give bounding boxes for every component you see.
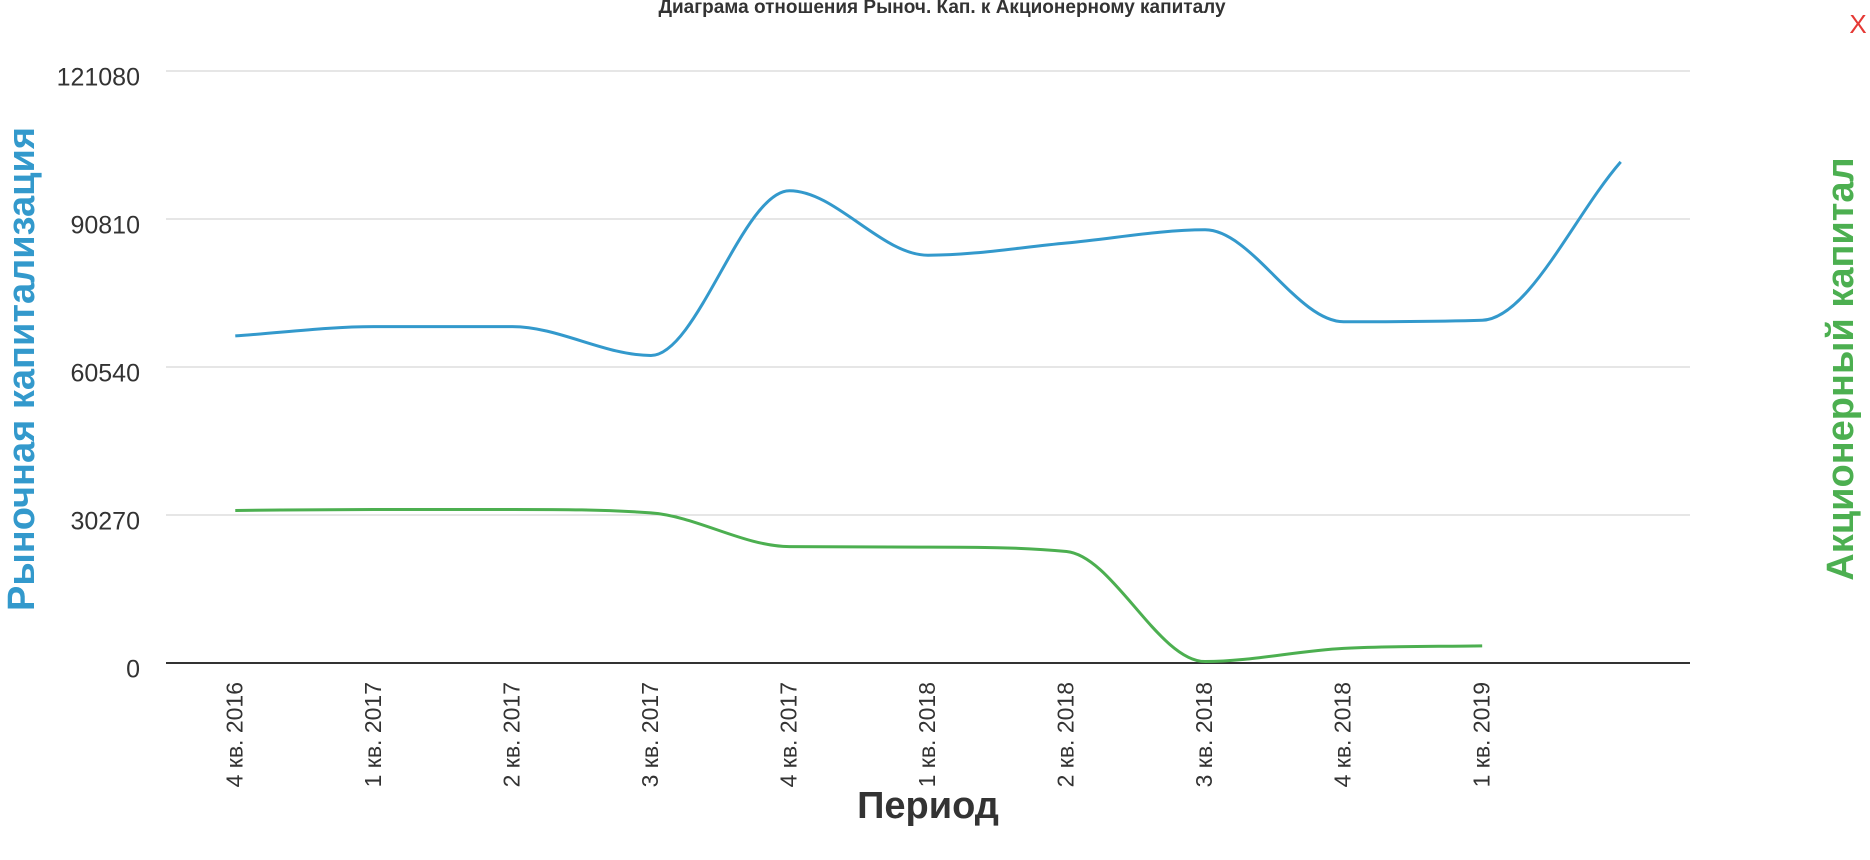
x-tick-label: 2 кв. 2018 bbox=[1053, 682, 1079, 787]
y-tick-label: 60540 bbox=[70, 360, 140, 388]
line-series bbox=[235, 507, 1483, 664]
x-tick-label: 3 кв. 2017 bbox=[637, 682, 663, 787]
x-tick-label: 1 кв. 2019 bbox=[1468, 682, 1494, 787]
y-tick-label: 0 bbox=[126, 656, 140, 684]
y2-axis-title: Акционерный капитал bbox=[1820, 157, 1862, 580]
x-axis-title: Период bbox=[857, 785, 999, 827]
line-series bbox=[235, 160, 1622, 357]
x-tick-label: 1 кв. 2018 bbox=[914, 682, 940, 787]
y-tick-label: 121080 bbox=[57, 64, 140, 92]
x-tick-label: 4 кв. 2016 bbox=[221, 682, 247, 787]
close-button[interactable]: X bbox=[1849, 9, 1866, 39]
x-tick-label: 4 кв. 2018 bbox=[1330, 682, 1356, 787]
x-tick-label: 1 кв. 2017 bbox=[360, 682, 386, 787]
y-axis-title: Рыночная капитализация bbox=[1, 127, 43, 611]
x-tick-label: 3 кв. 2018 bbox=[1191, 682, 1217, 787]
y-tick-label: 90810 bbox=[70, 212, 140, 240]
y-tick-label: 30270 bbox=[70, 508, 140, 536]
chart-title: Диаграма отношения Рыноч. Кап. к Акционе… bbox=[658, 0, 1226, 18]
x-tick-label: 4 кв. 2017 bbox=[776, 682, 802, 787]
x-tick-label: 2 кв. 2017 bbox=[498, 682, 524, 787]
